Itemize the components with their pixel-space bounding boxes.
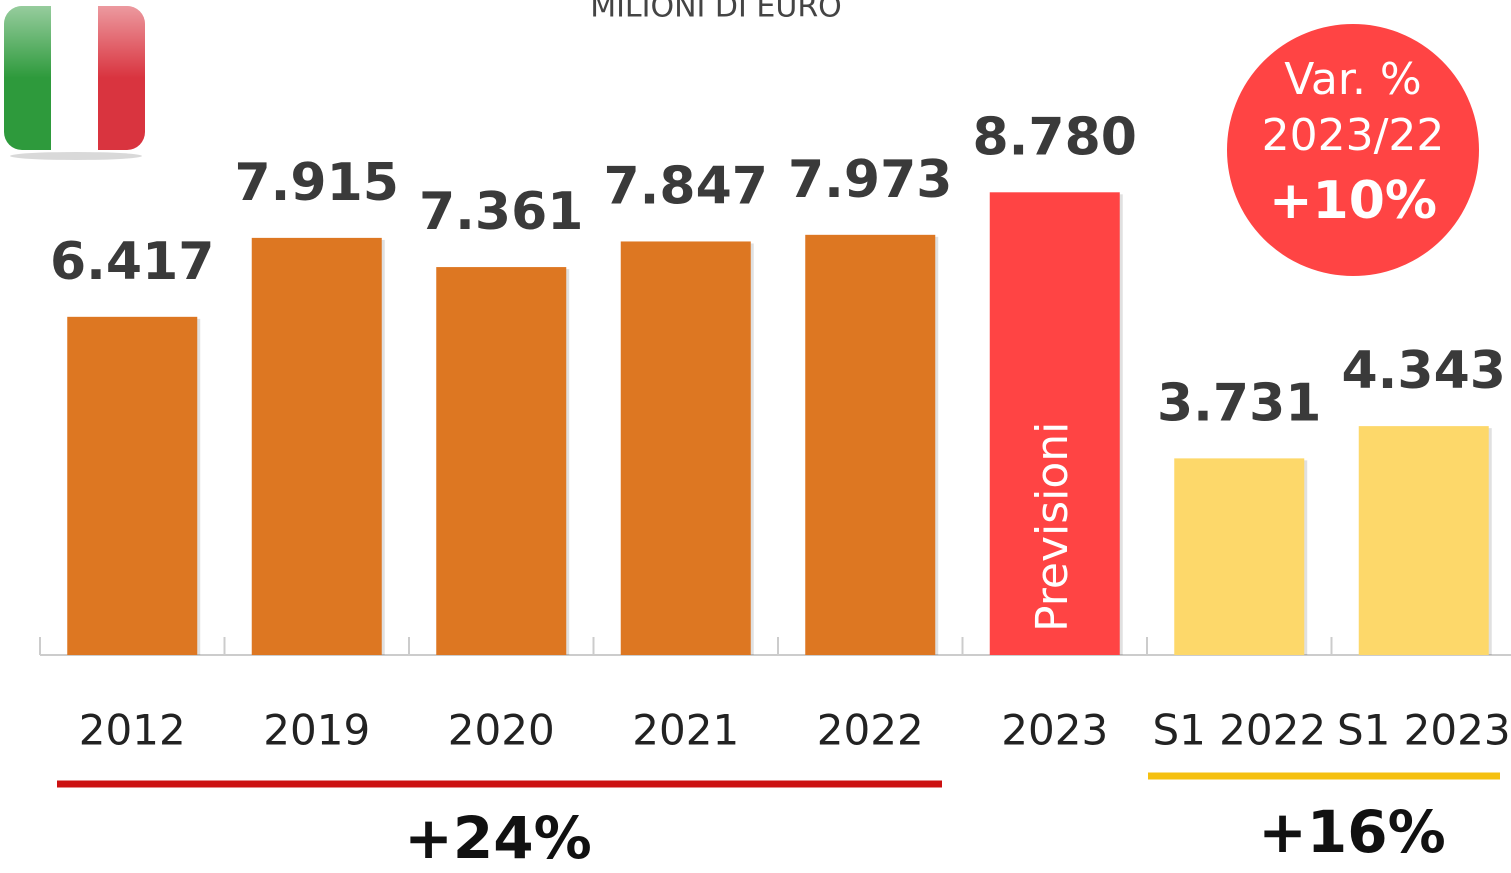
x-tick-label: 2022 xyxy=(817,706,924,755)
x-tick-label: 2020 xyxy=(448,706,555,755)
value-label: 7.973 xyxy=(788,150,952,210)
value-label: 7.915 xyxy=(235,153,399,213)
x-tick-label: 2021 xyxy=(632,706,739,755)
flag-icon xyxy=(4,6,145,160)
value-label: 6.417 xyxy=(50,232,214,292)
bar xyxy=(67,316,198,655)
x-tick-label: 2019 xyxy=(263,706,370,755)
bar xyxy=(1174,458,1305,655)
bar xyxy=(805,234,936,655)
bar xyxy=(989,192,1120,655)
bar xyxy=(1358,426,1489,655)
value-label: 3.731 xyxy=(1157,373,1321,433)
forecast-label: Previsioni xyxy=(1027,422,1078,632)
x-tick-label: 2012 xyxy=(79,706,186,755)
chart-title: MILIONI DI EURO xyxy=(590,0,842,25)
badge: Var. % 2023/22 +10% xyxy=(1223,20,1483,280)
value-label: 4.343 xyxy=(1342,341,1506,401)
x-tick-label: S1 2022 xyxy=(1152,706,1326,755)
x-tick-label: 2023 xyxy=(1001,706,1108,755)
bar xyxy=(436,267,567,655)
badge-value: +10% xyxy=(1269,171,1437,231)
x-tick-label: S1 2023 xyxy=(1337,706,1511,755)
value-label: 7.847 xyxy=(604,156,768,216)
bar xyxy=(251,237,382,655)
badge-title: Var. % xyxy=(1284,54,1421,105)
growth-left: +24% xyxy=(404,804,591,872)
badge-period: 2023/22 xyxy=(1262,110,1445,161)
growth-right: +16% xyxy=(1258,798,1445,866)
value-label: 8.780 xyxy=(973,107,1137,167)
bar xyxy=(620,241,751,655)
value-label: 7.361 xyxy=(419,182,583,242)
